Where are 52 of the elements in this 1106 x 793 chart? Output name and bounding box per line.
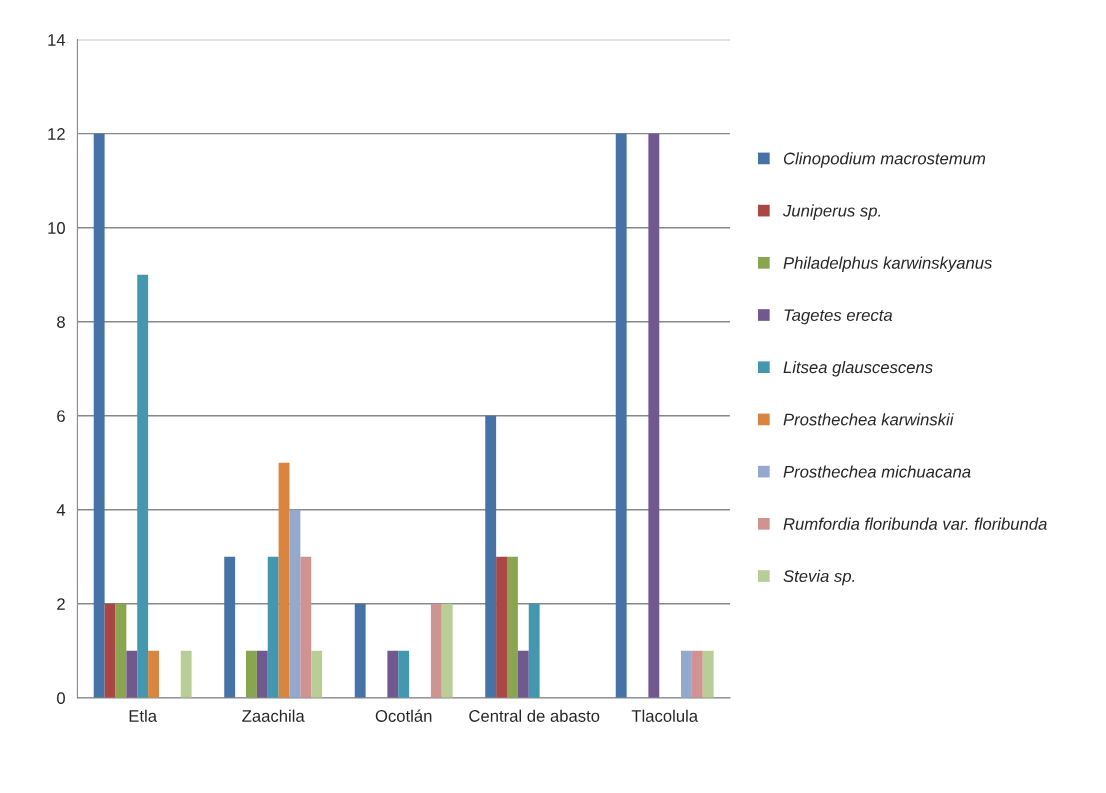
y-tick-label: 6 (57, 410, 65, 422)
bar (702, 650, 714, 698)
legend-label: Litsea glauscescens (783, 360, 933, 377)
legend-label: Stevia sp. (783, 569, 855, 586)
y-tick-label: 10 (48, 222, 65, 234)
bar (398, 650, 410, 698)
bar (300, 556, 312, 698)
bar (615, 133, 627, 698)
y-tick-label: 4 (56, 504, 66, 516)
legend-label: Prosthechea michuacana (783, 465, 971, 478)
y-tick-label: 12 (48, 128, 65, 140)
bar (115, 603, 127, 698)
y-tick-label: 0 (57, 692, 65, 705)
legend-label: Tagetes erecta (784, 309, 893, 325)
bar (245, 650, 257, 698)
y-tick-label: 8 (57, 316, 65, 328)
bar (267, 556, 279, 698)
bar (104, 603, 116, 698)
bar (256, 650, 268, 698)
bar (311, 650, 323, 698)
legend-label: Rumfordia floribunda var. floribunda (783, 517, 1047, 530)
bar (224, 556, 236, 698)
bar (681, 650, 692, 698)
y-tick-label: 14 (48, 34, 66, 46)
bar (278, 462, 290, 698)
legend-label: Clinopodium macrostemum (783, 152, 986, 168)
bar (180, 650, 192, 698)
legend-label: Juniperus sp. (782, 204, 881, 220)
bar (507, 556, 518, 698)
bar (441, 603, 453, 698)
bar (289, 509, 301, 698)
bar (137, 274, 149, 698)
x-tick-label: Etla (129, 709, 158, 722)
y-tick-label: 2 (57, 598, 65, 610)
bar (148, 650, 159, 698)
x-tick-label: Ocotlán (375, 709, 432, 722)
bar (430, 603, 442, 698)
bar (126, 650, 138, 698)
bar (648, 133, 660, 698)
bar (691, 650, 703, 698)
bar (485, 415, 497, 698)
bar (496, 556, 508, 698)
legend-label: Prosthechea karwinskii (783, 413, 954, 426)
bar (354, 603, 366, 698)
x-tick-label: Tlacolula (631, 709, 699, 722)
x-tick-label: Zaachila (242, 709, 305, 722)
legend-label: Philadelphus karwinskyanus (783, 256, 993, 273)
bar (387, 650, 399, 698)
bar (528, 603, 540, 698)
x-tick-label: Central de abasto (469, 709, 600, 722)
bar (93, 133, 105, 698)
bar (517, 650, 529, 698)
